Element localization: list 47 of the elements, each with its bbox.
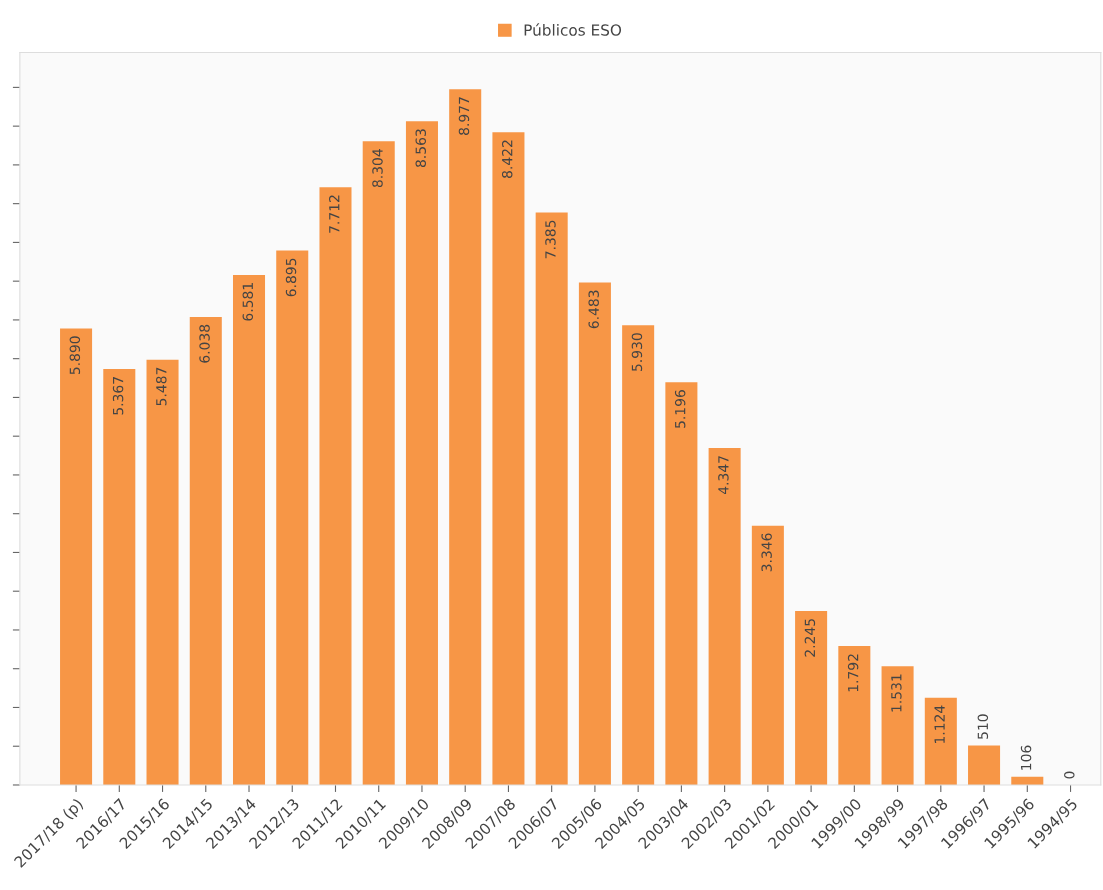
data-label: 7.385: [545, 220, 556, 259]
bar: [405, 121, 438, 785]
bar: [708, 448, 741, 785]
data-label: 2.245: [804, 619, 816, 657]
data-label: 4.347: [718, 456, 729, 495]
bar: [924, 697, 957, 785]
bar: [968, 745, 1001, 785]
bar: [362, 141, 395, 785]
data-label: 5.890: [69, 336, 81, 375]
data-label: 5.487: [156, 367, 167, 406]
data-label: 1.124: [934, 705, 945, 744]
bar: [838, 646, 871, 785]
bar: [665, 382, 698, 785]
data-label: 5.930: [631, 333, 643, 371]
bar: [795, 610, 828, 785]
data-label: 3.346: [761, 533, 772, 572]
data-label: 0: [1064, 771, 1075, 779]
bar: [276, 250, 309, 785]
bar: [578, 282, 611, 785]
bar: [492, 132, 525, 785]
data-label: 510: [977, 714, 989, 739]
bar: [146, 359, 179, 785]
data-label: 6.483: [588, 290, 599, 329]
bar: [189, 316, 222, 785]
data-label: 6.895: [285, 258, 297, 297]
data-label: 5.367: [112, 377, 124, 415]
bar: [881, 666, 914, 785]
data-label: 8.304: [372, 149, 383, 188]
bar: [622, 325, 655, 785]
data-label: 1.531: [891, 674, 902, 712]
bar: [319, 187, 352, 785]
data-label: 6.581: [242, 283, 254, 321]
data-label: 5.196: [674, 390, 686, 428]
data-label: 8.977: [458, 97, 470, 135]
bar: [103, 368, 136, 785]
legend-label: Públicos ESO: [524, 23, 622, 36]
bar: [232, 274, 266, 785]
bar: [535, 212, 568, 785]
data-label: 8.563: [415, 129, 426, 168]
bar: [60, 328, 93, 785]
data-label: 106: [1020, 745, 1032, 770]
data-label: 8.422: [501, 140, 513, 178]
bar: [449, 89, 482, 785]
data-label: 1.792: [847, 654, 859, 692]
data-label: 6.038: [199, 324, 210, 363]
bar: [751, 525, 784, 785]
data-label: 7.712: [329, 195, 340, 233]
